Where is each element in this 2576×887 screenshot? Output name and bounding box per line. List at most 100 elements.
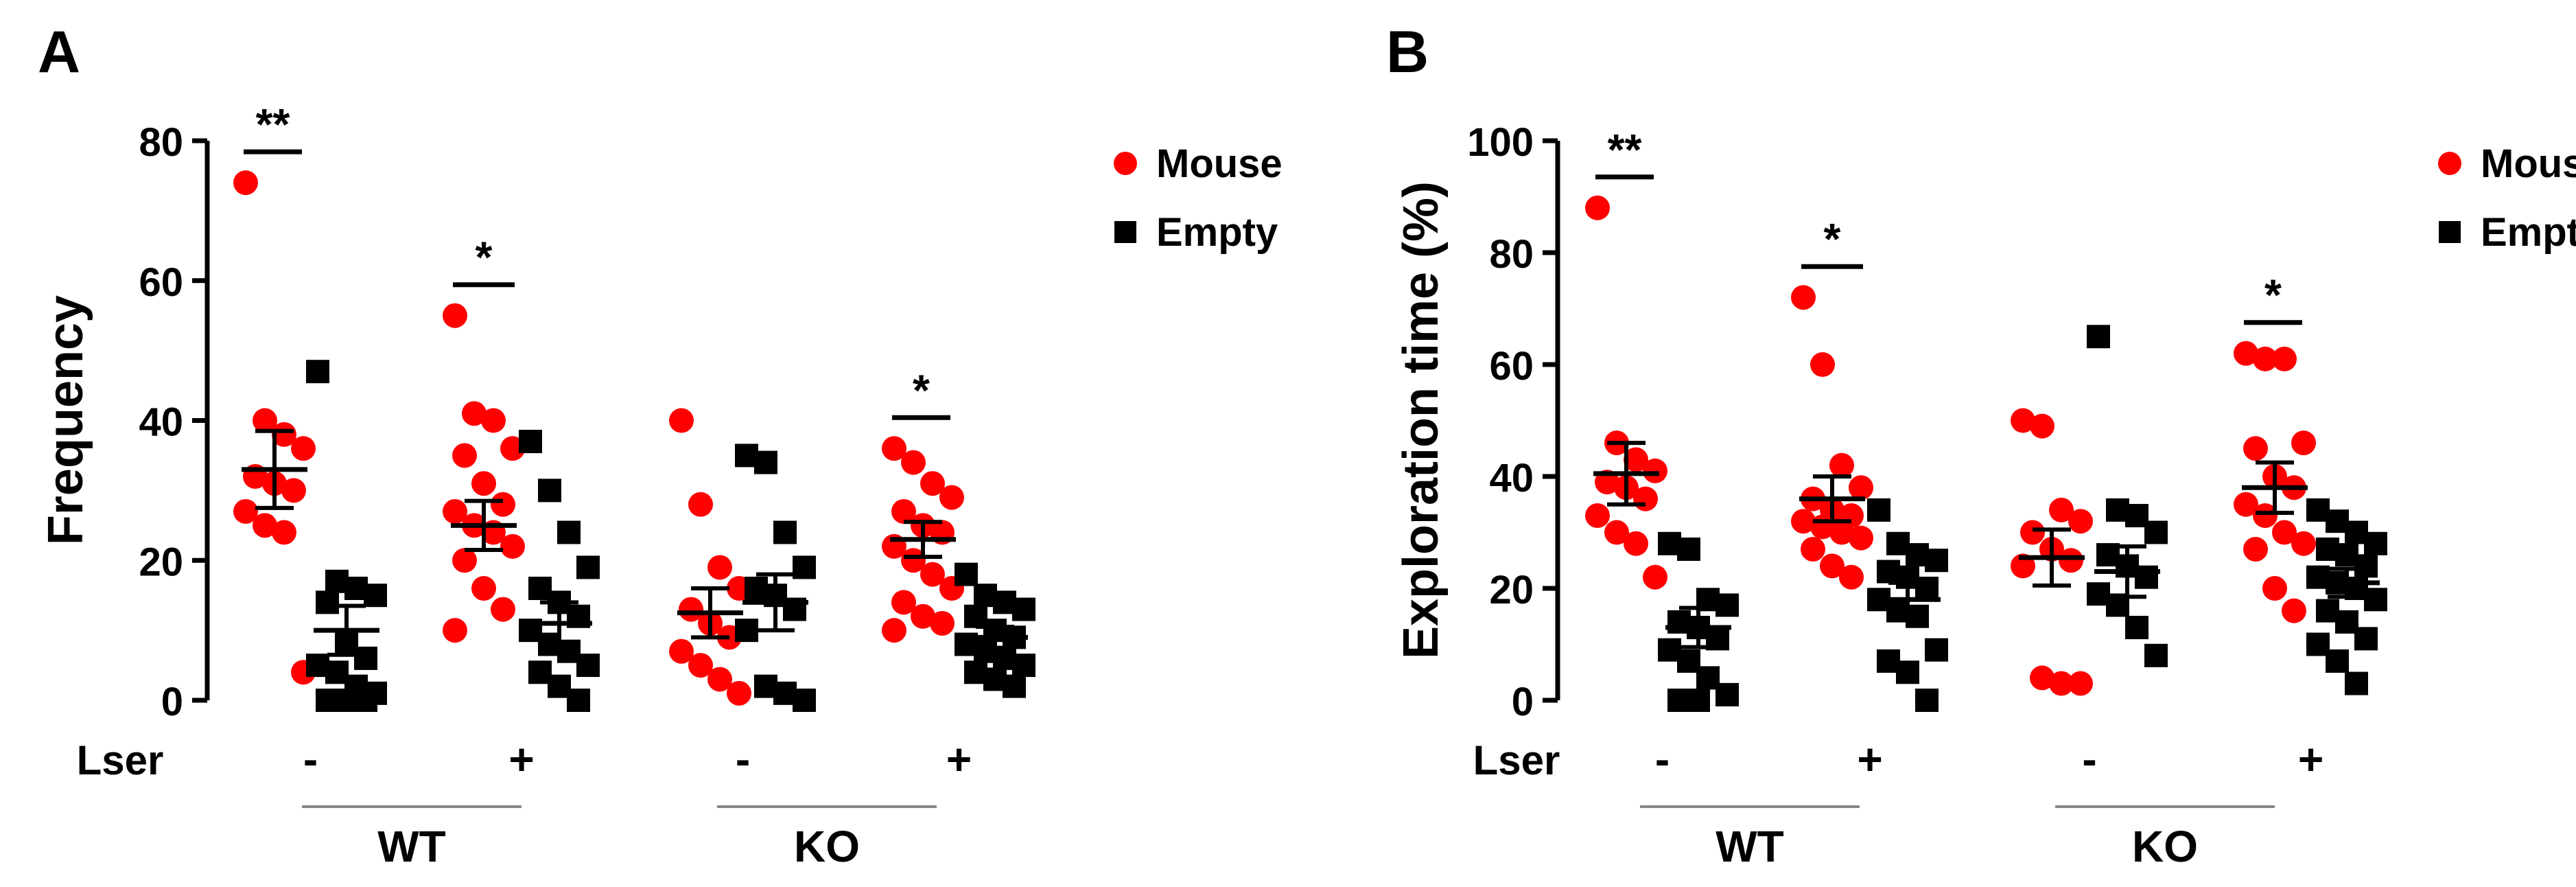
condition-label: -	[303, 735, 318, 784]
group-label: WT	[377, 822, 446, 871]
mouse-point	[491, 492, 515, 517]
mouse-point	[471, 471, 496, 496]
mouse-point	[891, 498, 916, 524]
mouse-point	[920, 562, 945, 587]
mouse-point	[1624, 531, 1648, 556]
mouse-point	[500, 533, 525, 559]
legend-marker-mouse	[1114, 152, 1137, 175]
legend-marker-empty	[1114, 221, 1136, 243]
mouse-point	[1810, 352, 1835, 377]
empty-point	[1915, 689, 1939, 712]
empty-point	[955, 562, 978, 586]
mouse-point	[1643, 564, 1667, 590]
empty-point	[538, 479, 561, 503]
mouse-point	[707, 667, 732, 692]
mouse-point	[1624, 447, 1648, 472]
mouse-point	[2049, 671, 2074, 696]
mouse-point	[1604, 520, 1629, 545]
mouse-point	[901, 548, 926, 573]
mouse-point	[939, 485, 964, 510]
empty-point	[316, 590, 339, 614]
mouse-point	[2068, 509, 2093, 534]
mouse-point	[443, 498, 467, 524]
mouse-point	[2049, 497, 2074, 522]
empty-point	[2354, 627, 2378, 651]
condition-label: +	[1857, 735, 1882, 784]
mouse-point	[882, 436, 906, 461]
mouse-point	[727, 680, 751, 706]
y-tick-label: 40	[139, 400, 183, 445]
y-axis-label: Frequency	[38, 295, 93, 545]
mouse-point	[679, 597, 703, 622]
legend-label: Mouse	[1156, 141, 1283, 186]
group-label: WT	[1716, 822, 1784, 871]
factor-label: Lser	[1473, 737, 1560, 783]
empty-point	[364, 584, 387, 608]
mouse-point	[882, 618, 906, 643]
mouse-point	[669, 408, 694, 433]
empty-point	[2125, 616, 2148, 640]
significance-label: *	[2264, 270, 2282, 320]
mouse-point	[272, 520, 296, 545]
empty-point	[2364, 531, 2387, 555]
mouse-point	[481, 408, 506, 433]
y-tick-label: 20	[1489, 568, 1534, 612]
mouse-point	[2272, 346, 2297, 371]
y-tick-label: 80	[1489, 232, 1534, 277]
empty-point	[1012, 597, 1035, 621]
mouse-point	[2030, 665, 2054, 691]
mouse-point	[1829, 520, 1854, 545]
empty-point	[2364, 588, 2387, 612]
empty-point	[2326, 649, 2349, 673]
condition-label: -	[2082, 735, 2096, 784]
empty-point	[2087, 325, 2110, 349]
empty-point	[1716, 593, 1739, 617]
condition-label: +	[946, 735, 972, 784]
empty-point	[576, 654, 600, 678]
mouse-point	[1820, 553, 1845, 579]
significance-label: **	[1608, 125, 1642, 174]
panel-label: B	[1386, 19, 1429, 85]
empty-point	[306, 360, 329, 384]
mouse-point	[1643, 458, 1667, 483]
condition-label: -	[1655, 735, 1670, 784]
significance-label: **	[256, 100, 290, 149]
condition-label: +	[508, 735, 534, 784]
mouse-point	[2272, 520, 2297, 545]
mouse-point	[1829, 452, 1854, 478]
mouse-point	[2243, 436, 2268, 461]
mouse-point	[930, 610, 955, 636]
mouse-point	[253, 408, 277, 433]
mouse-point	[2243, 536, 2268, 562]
empty-point	[1867, 498, 1890, 522]
mouse-point	[1585, 195, 1610, 220]
mouse-point	[491, 597, 515, 622]
empty-point	[793, 689, 816, 712]
group-label: KO	[2132, 822, 2198, 871]
mouse-point	[920, 471, 945, 496]
empty-point	[1003, 674, 1026, 698]
mouse-point	[2291, 430, 2316, 456]
mouse-point	[2291, 531, 2316, 556]
empty-point	[1716, 682, 1739, 706]
empty-point	[2144, 520, 2168, 544]
mouse-point	[707, 555, 732, 580]
y-tick-label: 0	[1512, 680, 1534, 724]
empty-point	[735, 619, 758, 643]
mouse-point	[443, 303, 467, 328]
mouse-point	[471, 576, 496, 601]
empty-point	[2354, 554, 2378, 578]
mouse-point	[1791, 285, 1816, 310]
significance-label: *	[1824, 214, 1841, 264]
mouse-point	[452, 548, 477, 573]
mouse-point	[253, 513, 277, 538]
empty-point	[557, 520, 581, 544]
mouse-point	[911, 603, 935, 629]
mouse-point	[2262, 576, 2287, 601]
legend-marker-empty	[2439, 221, 2461, 243]
y-tick-label: 80	[139, 120, 183, 165]
mouse-point	[462, 401, 487, 426]
empty-point	[793, 555, 816, 579]
